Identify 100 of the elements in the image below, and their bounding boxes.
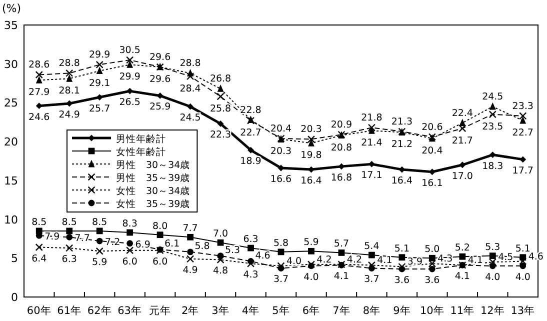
- data-label: 25.7: [89, 103, 110, 114]
- point: [217, 120, 224, 127]
- point: [35, 70, 43, 79]
- data-label: 7.7: [182, 223, 198, 234]
- data-label: 25.9: [149, 102, 171, 113]
- point: [338, 250, 345, 256]
- y-tick-label: 15: [4, 174, 18, 188]
- data-label: 3.7: [364, 274, 380, 286]
- data-label: 17.7: [512, 165, 534, 176]
- point: [368, 252, 375, 258]
- point: [66, 228, 73, 234]
- legend-label: 女性 30～34歳: [116, 185, 190, 197]
- point: [66, 100, 73, 107]
- data-label: 3.9: [407, 256, 422, 268]
- data-label: 6.0: [152, 256, 168, 268]
- data-label: 5.2: [454, 242, 470, 254]
- data-label: 23.3: [512, 100, 534, 112]
- point: [308, 166, 314, 173]
- data-label: 29.6: [149, 74, 171, 85]
- data-label: 20.3: [300, 124, 322, 136]
- data-label: 30.5: [119, 44, 140, 56]
- point: [36, 76, 42, 84]
- point: [126, 246, 134, 254]
- data-label: 28.1: [58, 86, 80, 97]
- x-tick-label: 6年: [302, 305, 320, 317]
- point: [520, 156, 526, 163]
- point: [66, 244, 74, 252]
- point: [186, 72, 194, 80]
- data-label: 5.1: [394, 243, 410, 254]
- data-label: 6.4: [32, 253, 47, 264]
- data-label: 5.7: [334, 238, 350, 250]
- x-tick-label: 63年: [118, 305, 142, 317]
- data-label: 26.8: [210, 74, 232, 85]
- data-label: 4.1: [454, 271, 470, 282]
- data-label: 8.5: [62, 216, 77, 228]
- point: [126, 60, 134, 68]
- point: [126, 240, 134, 247]
- data-label: 21.2: [391, 139, 413, 150]
- data-label: 25.8: [210, 103, 232, 114]
- data-label: 3.7: [273, 274, 289, 286]
- point: [156, 92, 164, 99]
- x-tick-label: 13年: [510, 305, 536, 317]
- point: [488, 258, 496, 266]
- data-label: 20.3: [270, 146, 292, 158]
- data-label: 5.8: [194, 240, 210, 252]
- data-label: 5.9: [304, 237, 319, 248]
- point: [428, 168, 436, 176]
- point: [308, 248, 314, 254]
- x-tick-label: 元年: [149, 305, 172, 317]
- point: [126, 56, 134, 64]
- point: [248, 258, 254, 264]
- point: [489, 262, 496, 270]
- point: [489, 102, 496, 110]
- x-tick-label: 4年: [242, 305, 260, 317]
- data-label: 4.0: [515, 272, 530, 283]
- data-label: 29.9: [89, 50, 110, 61]
- data-label: 20.6: [422, 122, 443, 133]
- data-label: 26.5: [119, 97, 140, 108]
- data-label: 8.0: [152, 220, 168, 232]
- data-label: 5.3: [485, 242, 500, 253]
- data-label: 24.6: [28, 112, 50, 123]
- data-label: 7.2: [105, 237, 120, 248]
- point: [217, 239, 224, 246]
- data-label: 4.8: [212, 266, 228, 277]
- point: [278, 265, 284, 272]
- data-label: 4.3: [243, 270, 258, 281]
- data-label: 21.7: [452, 135, 473, 146]
- data-label: 20.4: [270, 123, 292, 134]
- point: [156, 232, 164, 238]
- y-axis-title: (%): [2, 2, 22, 15]
- data-label: 4.6: [255, 250, 270, 262]
- point: [248, 146, 254, 154]
- point: [368, 124, 376, 132]
- point: [489, 152, 496, 158]
- x-tick-label: 12年: [480, 305, 505, 317]
- point: [278, 248, 284, 256]
- data-label: 5.3: [224, 244, 240, 256]
- point: [398, 266, 406, 272]
- data-label: 22.4: [452, 108, 473, 119]
- x-tick-label: 8年: [362, 305, 381, 317]
- point: [66, 74, 73, 82]
- data-label: 5.0: [424, 244, 440, 256]
- point: [96, 228, 103, 234]
- point: [307, 135, 316, 144]
- data-label: 7.7: [74, 233, 90, 244]
- point: [459, 253, 466, 260]
- data-label: 24.9: [58, 109, 80, 120]
- y-tick-label: 25: [4, 96, 18, 110]
- point: [126, 88, 134, 94]
- legend-label: 男性年齢計: [116, 133, 166, 145]
- data-label: 17.1: [361, 170, 382, 182]
- point: [338, 163, 345, 170]
- data-label: 3.6: [394, 275, 410, 286]
- point: [187, 103, 194, 110]
- data-label: 21.4: [361, 138, 382, 149]
- point: [217, 84, 224, 92]
- data-label: 21.8: [361, 112, 382, 124]
- point: [126, 229, 134, 236]
- x-tick-label: 61年: [57, 305, 82, 317]
- data-label: 16.1: [422, 178, 443, 189]
